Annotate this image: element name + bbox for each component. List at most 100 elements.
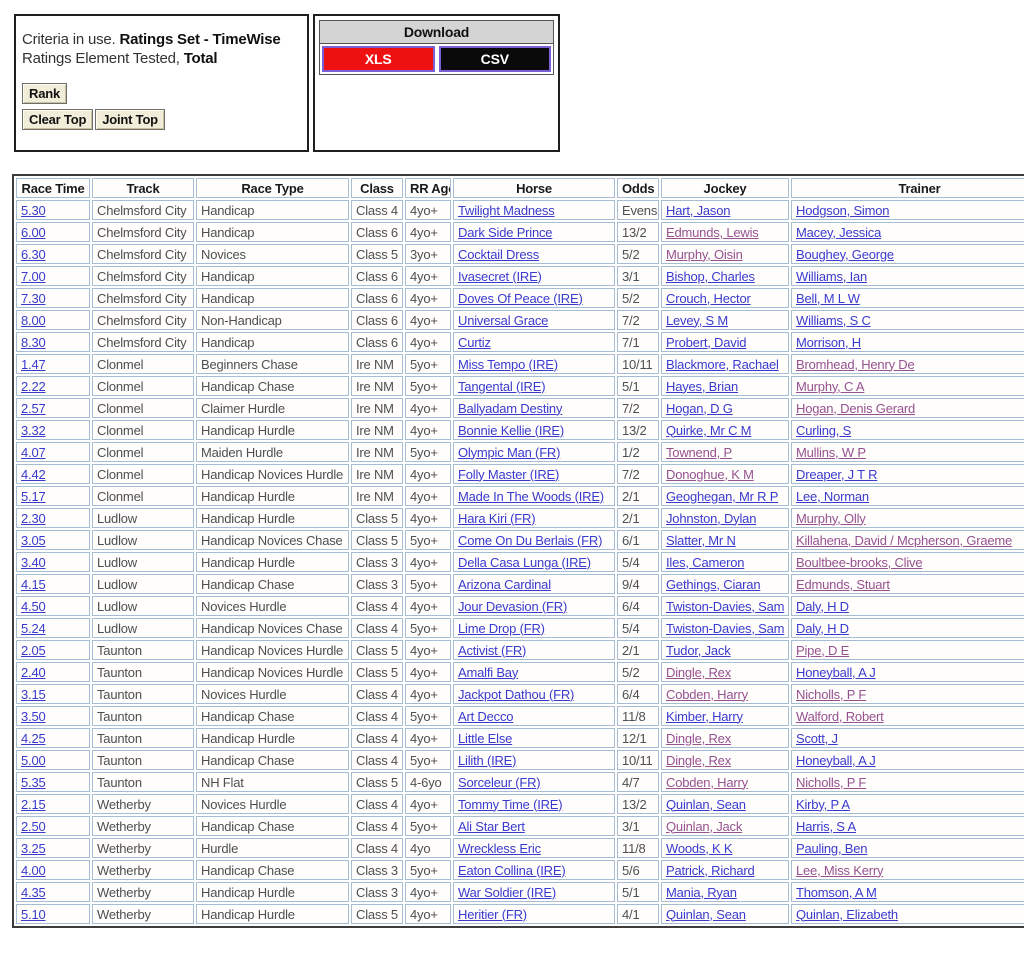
horse-link[interactable]: Arizona Cardinal — [458, 576, 551, 592]
horse-link[interactable]: Ivasecret (IRE) — [458, 268, 542, 284]
race-time-link[interactable]: 4.42 — [21, 466, 46, 482]
race-time-link[interactable]: 3.32 — [21, 422, 46, 438]
race-time-link[interactable]: 6.00 — [21, 224, 46, 240]
trainer-link[interactable]: Quinlan, Elizabeth — [796, 906, 898, 922]
jockey-link[interactable]: Townend, P — [666, 444, 732, 460]
race-time-link[interactable]: 3.25 — [21, 840, 46, 856]
horse-link[interactable]: Dark Side Prince — [458, 224, 553, 240]
trainer-link[interactable]: Mullins, W P — [796, 444, 866, 460]
trainer-link[interactable]: Nicholls, P F — [796, 774, 867, 790]
jockey-link[interactable]: Dingle, Rex — [666, 752, 731, 768]
jockey-link[interactable]: Iles, Cameron — [666, 554, 745, 570]
trainer-link[interactable]: Murphy, C A — [796, 378, 865, 394]
jockey-link[interactable]: Hart, Jason — [666, 202, 731, 218]
trainer-link[interactable]: Pauling, Ben — [796, 840, 868, 856]
jockey-link[interactable]: Donoghue, K M — [666, 466, 754, 482]
horse-link[interactable]: Jackpot Dathou (FR) — [458, 686, 575, 702]
race-time-link[interactable]: 3.40 — [21, 554, 46, 570]
race-time-link[interactable]: 5.24 — [21, 620, 46, 636]
jockey-link[interactable]: Hogan, D G — [666, 400, 733, 416]
trainer-link[interactable]: Walford, Robert — [796, 708, 884, 724]
race-time-link[interactable]: 4.35 — [21, 884, 46, 900]
horse-link[interactable]: Jour Devasion (FR) — [458, 598, 568, 614]
jockey-link[interactable]: Quinlan, Sean — [666, 906, 746, 922]
jockey-link[interactable]: Slatter, Mr N — [666, 532, 736, 548]
trainer-link[interactable]: Thomson, A M — [796, 884, 877, 900]
horse-link[interactable]: Doves Of Peace (IRE) — [458, 290, 583, 306]
horse-link[interactable]: Folly Master (IRE) — [458, 466, 560, 482]
horse-link[interactable]: Activist (FR) — [458, 642, 527, 658]
jockey-link[interactable]: Quirke, Mr C M — [666, 422, 752, 438]
jockey-link[interactable]: Cobden, Harry — [666, 686, 748, 702]
trainer-link[interactable]: Bromhead, Henry De — [796, 356, 915, 372]
horse-link[interactable]: Tommy Time (IRE) — [458, 796, 563, 812]
trainer-link[interactable]: Daly, H D — [796, 598, 849, 614]
rank-button[interactable]: Rank — [22, 83, 67, 104]
trainer-link[interactable]: Williams, S C — [796, 312, 871, 328]
race-time-link[interactable]: 5.00 — [21, 752, 46, 768]
horse-link[interactable]: Lime Drop (FR) — [458, 620, 545, 636]
jockey-link[interactable]: Patrick, Richard — [666, 862, 755, 878]
race-time-link[interactable]: 4.00 — [21, 862, 46, 878]
jockey-link[interactable]: Twiston-Davies, Sam — [666, 598, 785, 614]
horse-link[interactable]: Ballyadam Destiny — [458, 400, 563, 416]
horse-link[interactable]: Ali Star Bert — [458, 818, 525, 834]
trainer-link[interactable]: Morrison, H — [796, 334, 861, 350]
trainer-link[interactable]: Bell, M L W — [796, 290, 860, 306]
horse-link[interactable]: Eaton Collina (IRE) — [458, 862, 566, 878]
jockey-link[interactable]: Gethings, Ciaran — [666, 576, 761, 592]
jockey-link[interactable]: Hayes, Brian — [666, 378, 739, 394]
horse-link[interactable]: Sorceleur (FR) — [458, 774, 541, 790]
race-time-link[interactable]: 2.22 — [21, 378, 46, 394]
trainer-link[interactable]: Scott, J — [796, 730, 838, 746]
jockey-link[interactable]: Woods, K K — [666, 840, 733, 856]
horse-link[interactable]: Heritier (FR) — [458, 906, 527, 922]
horse-link[interactable]: Made In The Woods (IRE) — [458, 488, 604, 504]
jockey-link[interactable]: Blackmore, Rachael — [666, 356, 779, 372]
race-time-link[interactable]: 5.17 — [21, 488, 46, 504]
jockey-link[interactable]: Dingle, Rex — [666, 730, 731, 746]
horse-link[interactable]: Hara Kiri (FR) — [458, 510, 536, 526]
trainer-link[interactable]: Edmunds, Stuart — [796, 576, 890, 592]
trainer-link[interactable]: Lee, Norman — [796, 488, 869, 504]
race-time-link[interactable]: 8.00 — [21, 312, 46, 328]
trainer-link[interactable]: Daly, H D — [796, 620, 849, 636]
trainer-link[interactable]: Hogan, Denis Gerard — [796, 400, 916, 416]
horse-link[interactable]: Come On Du Berlais (FR) — [458, 532, 603, 548]
race-time-link[interactable]: 2.40 — [21, 664, 46, 680]
race-time-link[interactable]: 3.05 — [21, 532, 46, 548]
race-time-link[interactable]: 7.00 — [21, 268, 46, 284]
jockey-link[interactable]: Twiston-Davies, Sam — [666, 620, 785, 636]
trainer-link[interactable]: Pipe, D E — [796, 642, 850, 658]
horse-link[interactable]: Della Casa Lunga (IRE) — [458, 554, 591, 570]
xls-download-button[interactable]: XLS — [322, 46, 435, 72]
jockey-link[interactable]: Levey, S M — [666, 312, 729, 328]
trainer-link[interactable]: Nicholls, P F — [796, 686, 867, 702]
horse-link[interactable]: Bonnie Kellie (IRE) — [458, 422, 565, 438]
jockey-link[interactable]: Dingle, Rex — [666, 664, 731, 680]
race-time-link[interactable]: 2.57 — [21, 400, 46, 416]
joint-top-button[interactable]: Joint Top — [95, 109, 165, 130]
race-time-link[interactable]: 6.30 — [21, 246, 46, 262]
trainer-link[interactable]: Murphy, Olly — [796, 510, 866, 526]
jockey-link[interactable]: Quinlan, Sean — [666, 796, 746, 812]
jockey-link[interactable]: Mania, Ryan — [666, 884, 737, 900]
jockey-link[interactable]: Cobden, Harry — [666, 774, 748, 790]
horse-link[interactable]: Twilight Madness — [458, 202, 555, 218]
horse-link[interactable]: War Soldier (IRE) — [458, 884, 556, 900]
race-time-link[interactable]: 2.50 — [21, 818, 46, 834]
jockey-link[interactable]: Quinlan, Jack — [666, 818, 743, 834]
race-time-link[interactable]: 5.10 — [21, 906, 46, 922]
race-time-link[interactable]: 2.05 — [21, 642, 46, 658]
horse-link[interactable]: Little Else — [458, 730, 513, 746]
horse-link[interactable]: Olympic Man (FR) — [458, 444, 561, 460]
trainer-link[interactable]: Boultbee-brooks, Clive — [796, 554, 923, 570]
csv-download-button[interactable]: CSV — [438, 46, 551, 72]
race-time-link[interactable]: 7.30 — [21, 290, 46, 306]
trainer-link[interactable]: Dreaper, J T R — [796, 466, 878, 482]
race-time-link[interactable]: 4.50 — [21, 598, 46, 614]
trainer-link[interactable]: Macey, Jessica — [796, 224, 882, 240]
race-time-link[interactable]: 1.47 — [21, 356, 46, 372]
trainer-link[interactable]: Kirby, P A — [796, 796, 850, 812]
clear-top-button[interactable]: Clear Top — [22, 109, 94, 130]
